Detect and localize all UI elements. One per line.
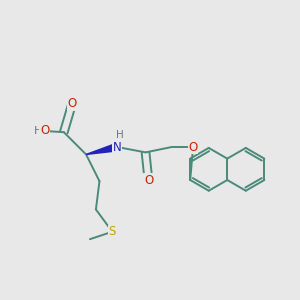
Text: O: O (144, 174, 153, 187)
Text: S: S (109, 225, 116, 238)
Text: O: O (188, 140, 198, 154)
Polygon shape (86, 143, 118, 155)
Text: N: N (113, 140, 122, 154)
Text: H: H (116, 130, 124, 140)
Text: O: O (188, 140, 198, 154)
Text: O: O (40, 124, 50, 137)
Text: H: H (34, 126, 42, 136)
Text: O: O (68, 98, 77, 110)
